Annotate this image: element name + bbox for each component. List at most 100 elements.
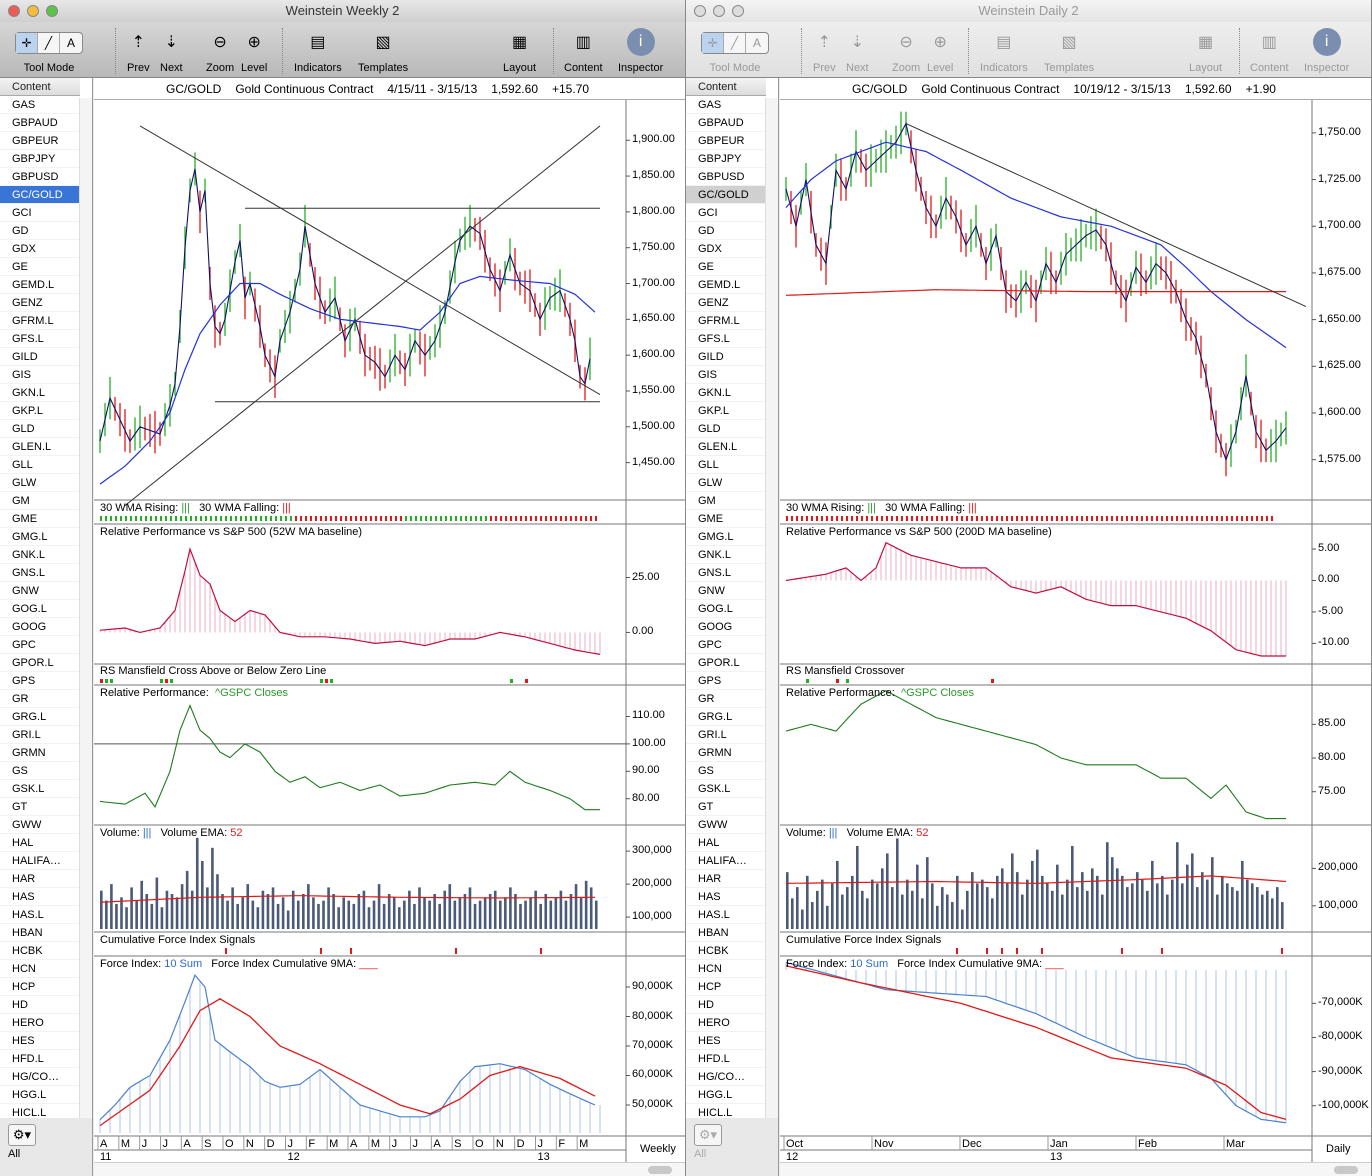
symbol-list-item[interactable]: GILD <box>0 348 80 366</box>
symbol-list-item[interactable]: GIS <box>0 366 80 384</box>
symbol-list-item[interactable]: GR <box>686 690 766 708</box>
symbol-list-item[interactable]: GDX <box>0 240 80 258</box>
text-tool-icon[interactable]: A <box>752 36 761 50</box>
symbol-list-item[interactable]: HALIFA… <box>686 852 766 870</box>
indicators-button[interactable]: ▤ Indicators <box>980 28 1028 74</box>
symbol-list-item[interactable]: GOOG <box>686 618 766 636</box>
horizontal-scrollbar[interactable] <box>94 1162 685 1176</box>
symbol-list-item[interactable]: GNS.L <box>686 564 766 582</box>
symbol-list-item[interactable]: HES <box>686 1032 766 1050</box>
chart-area[interactable] <box>94 100 685 1162</box>
symbol-list-item[interactable]: GFRM.L <box>0 312 80 330</box>
symbol-list-item[interactable]: GMG.L <box>0 528 80 546</box>
title-bar[interactable]: Weinstein Daily 2 <box>686 0 1371 22</box>
close-button[interactable] <box>8 5 20 17</box>
symbol-list-item[interactable]: GFS.L <box>0 330 80 348</box>
symbol-list-item[interactable]: GBPAUD <box>686 114 766 132</box>
symbol-list-item[interactable]: GBPJPY <box>686 150 766 168</box>
content-button[interactable]: ▥ Content <box>1250 28 1289 74</box>
gear-menu-button[interactable]: ⚙▾ <box>694 1124 722 1146</box>
symbol-list-item[interactable]: GSK.L <box>0 780 80 798</box>
all-filter[interactable]: All <box>8 1148 21 1160</box>
symbol-list-item[interactable]: GWW <box>0 816 80 834</box>
symbol-list-item[interactable]: HES <box>0 1032 80 1050</box>
symbol-list-item[interactable]: GME <box>686 510 766 528</box>
symbol-list-item[interactable]: GM <box>0 492 80 510</box>
horizontal-scrollbar[interactable] <box>780 1162 1371 1176</box>
symbol-list-item[interactable]: HAS <box>686 888 766 906</box>
symbol-list-item[interactable]: GBPEUR <box>686 132 766 150</box>
symbol-list-item[interactable]: HCN <box>686 960 766 978</box>
title-bar[interactable]: Weinstein Weekly 2 <box>0 0 685 22</box>
symbol-list-item[interactable]: GLL <box>686 456 766 474</box>
close-button[interactable] <box>694 5 706 17</box>
symbol-list-item[interactable]: HFD.L <box>0 1050 80 1068</box>
symbol-list-item[interactable]: HAL <box>0 834 80 852</box>
symbol-list-item[interactable]: GD <box>686 222 766 240</box>
symbol-list-item[interactable]: GENZ <box>686 294 766 312</box>
symbol-list-item[interactable]: HICL.L <box>686 1104 766 1118</box>
symbol-list-item[interactable]: GLD <box>686 420 766 438</box>
zoom-in-button[interactable]: ⊕ Level <box>927 28 953 74</box>
symbol-list-item[interactable]: GENZ <box>0 294 80 312</box>
symbol-list-item[interactable]: HAS.L <box>686 906 766 924</box>
symbol-list-item[interactable]: GC/GOLD <box>0 186 80 204</box>
crosshair-tool-icon[interactable]: ✛ <box>702 33 724 53</box>
symbol-list-item[interactable]: GEMD.L <box>0 276 80 294</box>
symbol-list-item[interactable]: GPS <box>686 672 766 690</box>
symbol-list-item[interactable]: GPOR.L <box>686 654 766 672</box>
symbol-list-item[interactable]: HG/CO… <box>686 1068 766 1086</box>
symbol-list-item[interactable]: HAS.L <box>0 906 80 924</box>
minimize-button[interactable] <box>27 5 39 17</box>
text-tool-icon[interactable]: A <box>66 36 75 50</box>
symbol-list-item[interactable]: HG/CO… <box>0 1068 80 1086</box>
symbol-list-item[interactable]: GBPJPY <box>0 150 80 168</box>
symbol-list-item[interactable]: HAR <box>0 870 80 888</box>
layout-button[interactable]: ▦ Layout <box>1189 28 1222 74</box>
symbol-list-item[interactable]: GKP.L <box>0 402 80 420</box>
symbol-list-item[interactable]: GLEN.L <box>0 438 80 456</box>
crosshair-tool-icon[interactable]: ✛ <box>16 33 38 53</box>
symbol-list-item[interactable]: GPS <box>0 672 80 690</box>
symbol-list-item[interactable]: GD <box>0 222 80 240</box>
symbol-list-item[interactable]: GNK.L <box>686 546 766 564</box>
symbol-list-item[interactable]: GFRM.L <box>686 312 766 330</box>
symbol-list-item[interactable]: HBAN <box>0 924 80 942</box>
symbol-list-item[interactable]: GLEN.L <box>686 438 766 456</box>
symbol-list-item[interactable]: GIS <box>686 366 766 384</box>
symbol-list-item[interactable]: GKN.L <box>686 384 766 402</box>
prev-button[interactable]: ⇡ Prev <box>127 28 150 74</box>
symbol-list-item[interactable]: GBPUSD <box>0 168 80 186</box>
zoom-out-button[interactable]: ⊖ Zoom <box>206 28 234 74</box>
content-column-header[interactable]: Content <box>686 78 766 96</box>
period-selector[interactable]: Daily <box>1326 1143 1351 1155</box>
symbol-list-item[interactable]: GOG.L <box>686 600 766 618</box>
symbol-list-item[interactable]: HERO <box>686 1014 766 1032</box>
symbol-list-item[interactable]: GS <box>686 762 766 780</box>
symbol-list-item[interactable]: GRMN <box>686 744 766 762</box>
tool-mode-control[interactable]: ✛ ╱ A Tool Mode <box>15 28 83 74</box>
minimize-button[interactable] <box>713 5 725 17</box>
symbol-list-item[interactable]: GDX <box>686 240 766 258</box>
symbol-list-item[interactable]: GLD <box>0 420 80 438</box>
symbol-list-item[interactable]: GWW <box>686 816 766 834</box>
all-filter[interactable]: All <box>694 1148 707 1160</box>
symbol-list-item[interactable]: HD <box>686 996 766 1014</box>
symbol-list-item[interactable]: GT <box>686 798 766 816</box>
symbol-list-item[interactable]: HCP <box>686 978 766 996</box>
symbol-list-item[interactable]: GNK.L <box>0 546 80 564</box>
symbol-list-item[interactable]: GCI <box>686 204 766 222</box>
symbol-list-item[interactable]: GAS <box>686 96 766 114</box>
symbol-list-item[interactable]: HAL <box>686 834 766 852</box>
symbol-list-item[interactable]: GM <box>686 492 766 510</box>
symbol-list-item[interactable]: GBPEUR <box>0 132 80 150</box>
symbol-list-item[interactable]: HCBK <box>0 942 80 960</box>
symbol-list-item[interactable]: GAS <box>0 96 80 114</box>
symbol-list-item[interactable]: HERO <box>0 1014 80 1032</box>
symbol-list-item[interactable]: GS <box>0 762 80 780</box>
symbol-list-item[interactable]: GC/GOLD <box>686 186 766 204</box>
chart-area[interactable] <box>780 100 1371 1162</box>
scroll-thumb[interactable] <box>1334 1166 1358 1174</box>
tool-mode-control[interactable]: ✛ ╱ A Tool Mode <box>701 28 769 74</box>
symbol-list-item[interactable]: GPOR.L <box>0 654 80 672</box>
